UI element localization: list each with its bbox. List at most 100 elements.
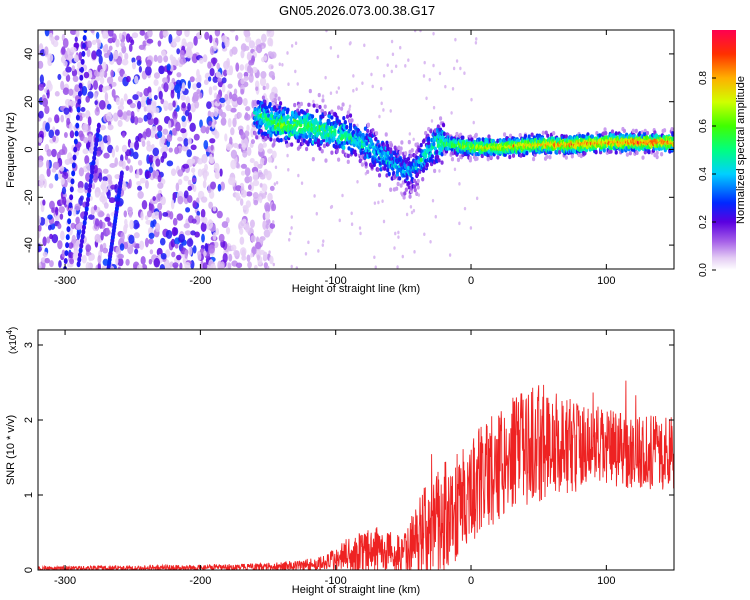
spectrogram-cell <box>175 35 181 43</box>
colorbar-tick-label: 0.8 <box>698 71 709 85</box>
spectrogram-cell <box>355 87 358 91</box>
spectrogram-cell <box>233 88 238 95</box>
spectrogram-cell <box>102 176 108 182</box>
spectrogram-cell <box>368 153 372 159</box>
spectrogram-cell <box>232 177 236 187</box>
spectrogram-cell <box>98 219 103 229</box>
spectrogram-cell <box>260 70 267 79</box>
spectrogram-cell <box>75 122 80 129</box>
spectrogram-cell <box>246 146 252 156</box>
spectrogram-cell <box>208 201 213 209</box>
spectrogram-cell <box>346 153 350 159</box>
spectrogram-cell <box>191 167 196 174</box>
spectrogram-cell <box>207 76 212 82</box>
spectrogram-cell <box>286 153 289 158</box>
spectrogram-cell <box>305 134 309 140</box>
spectrogram-cell <box>46 236 51 244</box>
spectrogram-cell <box>655 154 659 160</box>
spectrogram-cell <box>161 50 166 57</box>
spectrogram-cell <box>47 53 54 63</box>
spectrogram-cell <box>212 206 217 212</box>
spectrogram-cell <box>85 201 90 208</box>
spectrogram-cell <box>125 165 130 171</box>
spectrogram-cell <box>129 219 134 230</box>
spectrogram-cell <box>356 123 359 128</box>
spectrogram-cell <box>129 142 134 149</box>
spectrogram-cell <box>197 251 202 262</box>
spectrogram-cell <box>413 250 416 254</box>
spectrogram-cell <box>128 210 133 218</box>
spectrogram-cell <box>317 92 321 98</box>
spectrogram-cell <box>104 92 109 102</box>
spectrogram-cell <box>210 144 214 151</box>
spectrogram-cell <box>244 130 250 137</box>
spectrogram-cell <box>345 124 349 130</box>
spectrogram-cell <box>662 128 667 133</box>
spectrogram-cell <box>448 253 452 257</box>
spectrogram-cell <box>242 97 248 107</box>
spectrogram-cell <box>68 202 73 209</box>
spectrogram-cell <box>235 162 240 169</box>
spectrogram-cell <box>274 93 278 98</box>
spectrogram-cell <box>155 222 161 233</box>
spectrogram-cell <box>188 246 193 256</box>
spectrogram-cell <box>230 159 237 170</box>
spectrogram-cell <box>394 231 397 236</box>
spectrogram-cell <box>208 86 213 96</box>
spectrogram-cell <box>253 161 259 167</box>
spectrogram-cell <box>207 219 214 229</box>
spectrogram-cell <box>70 46 77 53</box>
spectrogram-cell <box>83 215 88 222</box>
spectrogram-cell <box>80 58 85 65</box>
spectrogram-cell <box>83 71 90 79</box>
spectrogram-cell <box>225 143 233 151</box>
spectrogram-cell <box>175 182 180 192</box>
spectrogram-cell <box>209 67 215 77</box>
spectrogram-cell <box>91 50 97 60</box>
spectrogram-cell <box>155 158 161 167</box>
spectrogram-cell <box>167 102 174 111</box>
spectrogram-cell <box>176 254 182 261</box>
spectrogram-cell <box>315 108 319 114</box>
spectrogram-cell <box>379 86 383 91</box>
spectrogram-cell <box>51 207 55 214</box>
spectrogram-cell <box>237 72 243 80</box>
spectrogram-cell <box>140 255 146 265</box>
figure-title: GN05.2026.073.00.38.G17 <box>279 3 435 18</box>
spectrogram-cell <box>366 123 370 128</box>
spectrogram-cell <box>299 101 303 107</box>
x-tick-label: 0 <box>468 575 474 587</box>
spectrogram-cell <box>159 263 165 269</box>
spectrogram-cell <box>377 173 382 178</box>
y-tick-label: -20 <box>23 189 35 205</box>
spectrogram-cell <box>257 163 263 169</box>
spectrogram-cell <box>220 117 227 126</box>
spectrogram-cell <box>186 238 194 247</box>
spectrogram-cell <box>370 72 373 77</box>
spectrogram-cell <box>65 234 70 241</box>
spectrogram-cell <box>390 69 394 74</box>
spectrogram-cell <box>152 169 156 179</box>
spectrogram-cell <box>427 136 431 141</box>
spectrogram-cell <box>246 51 252 60</box>
spectrogram-cell <box>224 93 229 101</box>
spectrogram-cell <box>88 178 93 185</box>
x-tick-label: -300 <box>54 275 76 287</box>
spectrogram-cell <box>380 101 383 106</box>
spectrogram-cell <box>229 30 236 33</box>
spectrogram-cell <box>312 103 316 108</box>
spectrogram-cell <box>240 78 245 85</box>
spectrogram-cell <box>119 170 124 177</box>
spectrogram-cell <box>412 208 416 213</box>
spectrogram-cell <box>401 254 404 259</box>
spectrogram-cell <box>189 122 196 132</box>
spectrogram-cell <box>73 138 78 145</box>
spectrogram-cell <box>212 57 216 67</box>
spectrogram-cell <box>64 158 71 166</box>
spectrogram-cell <box>70 222 76 230</box>
spectrogram-cell <box>94 136 99 143</box>
spectrogram-cell <box>332 136 336 142</box>
spectrogram-cell <box>92 150 97 157</box>
spectrogram-cell <box>279 137 283 143</box>
spectrogram-cell <box>254 264 258 269</box>
